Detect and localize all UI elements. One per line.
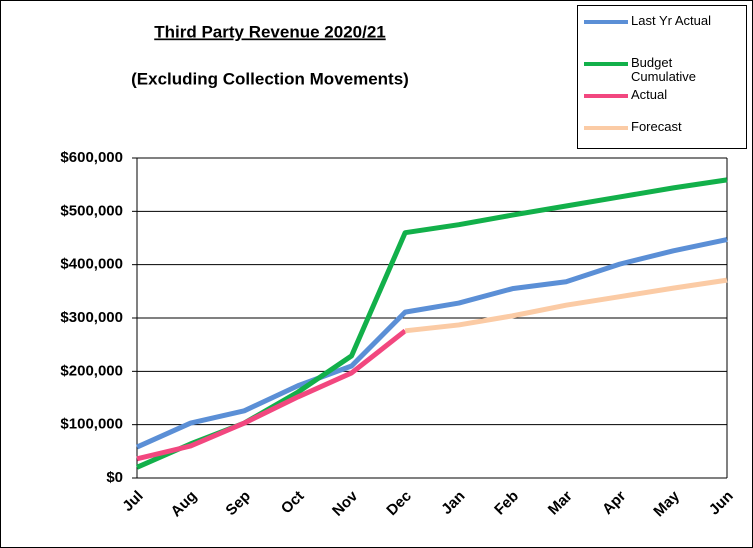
legend-item: Forecast <box>584 120 731 134</box>
legend-label: Last Yr Actual <box>631 13 711 28</box>
y-tick-label: $500,000 <box>60 202 123 219</box>
chart-title: Third Party Revenue 2020/21 <box>154 22 386 41</box>
legend-swatch <box>584 126 628 130</box>
y-tick-label: $600,000 <box>60 149 123 166</box>
series-line <box>135 237 728 450</box>
legend-label: Actual <box>631 87 668 102</box>
legend-item: Budget Cumulative <box>584 56 731 84</box>
series-line <box>136 328 407 462</box>
legend-swatch <box>584 62 628 66</box>
legend: Last Yr Actual Budget Cumulative Actual For… <box>577 5 747 149</box>
y-tick-label: $100,000 <box>60 416 123 433</box>
y-tick-label: $300,000 <box>60 309 123 326</box>
legend-label: Forecast <box>631 119 682 134</box>
chart-subtitle: (Excluding Collection Movements) <box>131 69 409 88</box>
legend-item: Last Yr Actual <box>584 14 731 28</box>
y-tick-label: $400,000 <box>60 256 123 273</box>
legend-item: Actual <box>584 88 731 102</box>
legend-label: Budget Cumulative <box>631 55 697 84</box>
y-tick-label: $200,000 <box>60 362 123 379</box>
y-tick-label: $0 <box>106 469 123 486</box>
legend-swatch <box>584 20 628 24</box>
series-line <box>404 277 728 334</box>
legend-swatch <box>584 94 628 98</box>
